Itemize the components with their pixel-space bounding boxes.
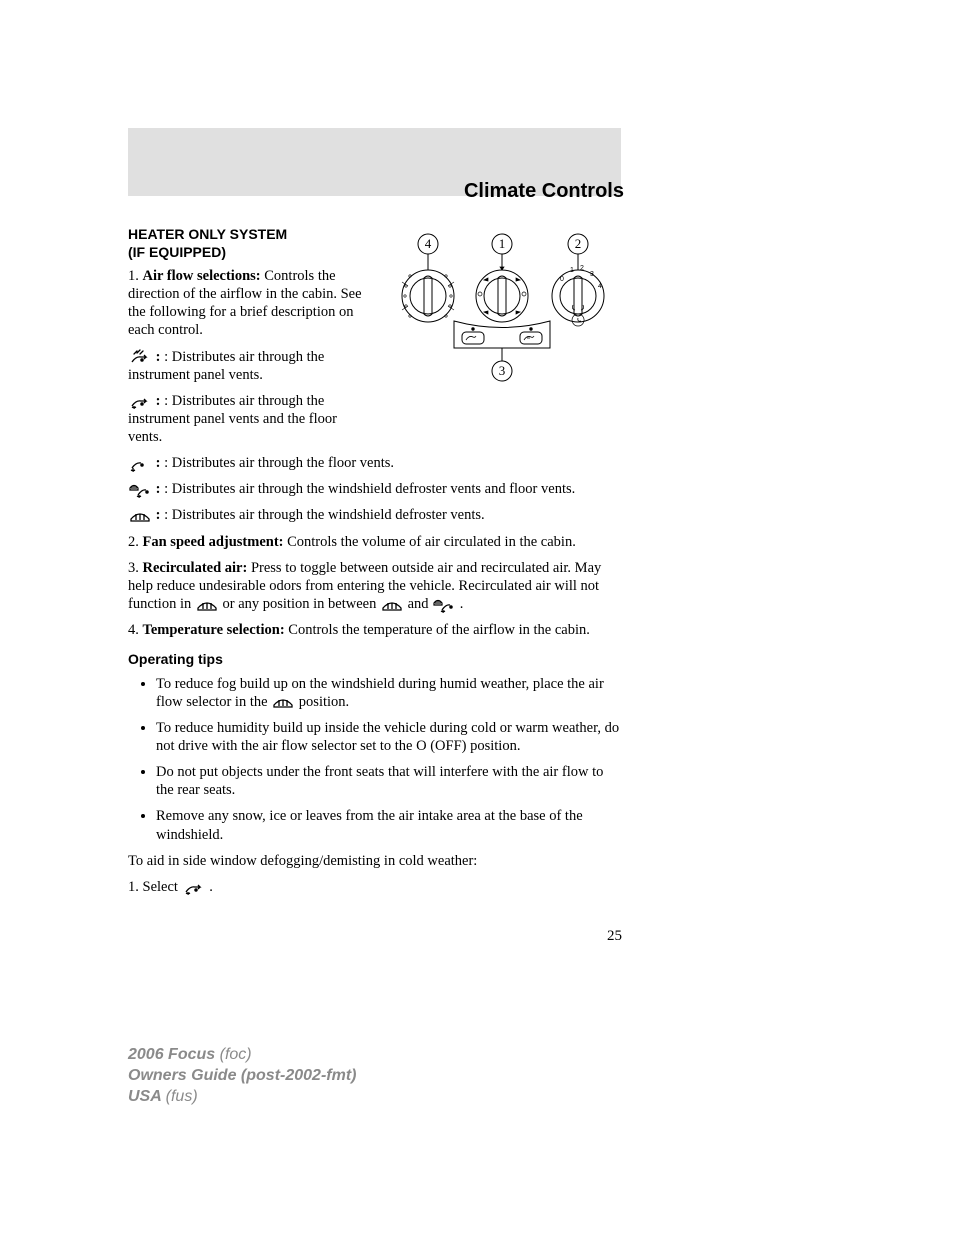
p3-label: Recirculated air: — [143, 560, 248, 576]
para-airflow: 1. Air flow selections: Controls the dir… — [128, 267, 363, 340]
section-heading-l2: (IF EQUIPPED) — [128, 244, 226, 260]
p3-text-b: or any position in between — [222, 596, 379, 612]
panel-vent-icon — [128, 349, 152, 365]
p4-text: Controls the temperature of the airflow … — [285, 622, 590, 638]
section-heading: HEATER ONLY SYSTEM (IF EQUIPPED) — [128, 226, 622, 261]
tip-item: Remove any snow, ice or leaves from the … — [156, 807, 622, 843]
footer: 2006 Focus (foc) Owners Guide (post-2002… — [128, 1045, 356, 1107]
para-panel-vents: : : Distributes air through the instrume… — [128, 348, 363, 384]
floor-text: : Distributes air through the floor vent… — [160, 455, 394, 471]
footer-l3-ital: (fus) — [166, 1088, 198, 1105]
defrost-icon — [380, 597, 404, 613]
tip-item: To reduce humidity build up inside the v… — [156, 719, 622, 755]
footer-l1-ital: (foc) — [220, 1046, 252, 1063]
tips-heading: Operating tips — [128, 651, 622, 669]
defrost-text: : Distributes air through the windshield… — [160, 507, 484, 523]
para-recirc: 3. Recirculated air: Press to toggle bet… — [128, 559, 622, 613]
p2-num: 2. — [128, 534, 143, 550]
footer-l3-bold: USA — [128, 1088, 166, 1105]
footer-l1-bold: 2006 Focus — [128, 1046, 220, 1063]
defrost-floor-icon — [128, 482, 152, 498]
tips-tail: To aid in side window defogging/demistin… — [128, 852, 622, 870]
step1-pre: 1. Select — [128, 879, 182, 895]
floor-icon — [128, 456, 152, 472]
para-panel-floor: : : Distributes air through the instrume… — [128, 392, 363, 446]
step1-post: . — [209, 879, 213, 895]
p3-num: 3. — [128, 560, 143, 576]
p3-text-d: . — [460, 596, 464, 612]
para-temp: 4. Temperature selection: Controls the t… — [128, 621, 622, 639]
defrost-floor-text: : Distributes air through the windshield… — [160, 481, 575, 497]
tips-list: To reduce fog build up on the windshield… — [128, 675, 622, 844]
defrost-icon — [271, 694, 295, 710]
p2-label: Fan speed adjustment: — [143, 534, 284, 550]
panel-floor-icon — [128, 393, 152, 409]
page-title: Climate Controls — [464, 180, 624, 203]
p4-num: 4. — [128, 622, 143, 638]
p3-text-c: and — [408, 596, 433, 612]
tip0-pre: To reduce fog build up on the windshield… — [156, 676, 604, 710]
para-fan: 2. Fan speed adjustment: Controls the vo… — [128, 533, 622, 551]
panel-floor-text: : Distributes air through the instrument… — [128, 393, 337, 445]
para-defrost: : : Distributes air through the windshie… — [128, 506, 622, 524]
section-heading-l1: HEATER ONLY SYSTEM — [128, 226, 287, 242]
defrost-icon — [128, 508, 152, 524]
tip-item: Do not put objects under the front seats… — [156, 763, 622, 799]
tip0-post: position. — [299, 694, 349, 710]
defrost-icon — [195, 597, 219, 613]
p1-num: 1. — [128, 268, 143, 284]
tips-step1: 1. Select . — [128, 878, 622, 896]
page-number: 25 — [607, 928, 622, 945]
p4-label: Temperature selection: — [143, 622, 285, 638]
panel-floor-icon — [182, 879, 206, 895]
tip-item: To reduce fog build up on the windshield… — [156, 675, 622, 711]
footer-l2-bold: Owners Guide (post-2002-fmt) — [128, 1067, 356, 1084]
p2-text: Controls the volume of air circulated in… — [283, 534, 575, 550]
p1-label: Air flow selections: — [143, 268, 261, 284]
para-floor: : : Distributes air through the floor ve… — [128, 454, 622, 472]
para-defrost-floor: : : Distributes air through the windshie… — [128, 480, 622, 498]
defrost-floor-icon — [432, 597, 456, 613]
